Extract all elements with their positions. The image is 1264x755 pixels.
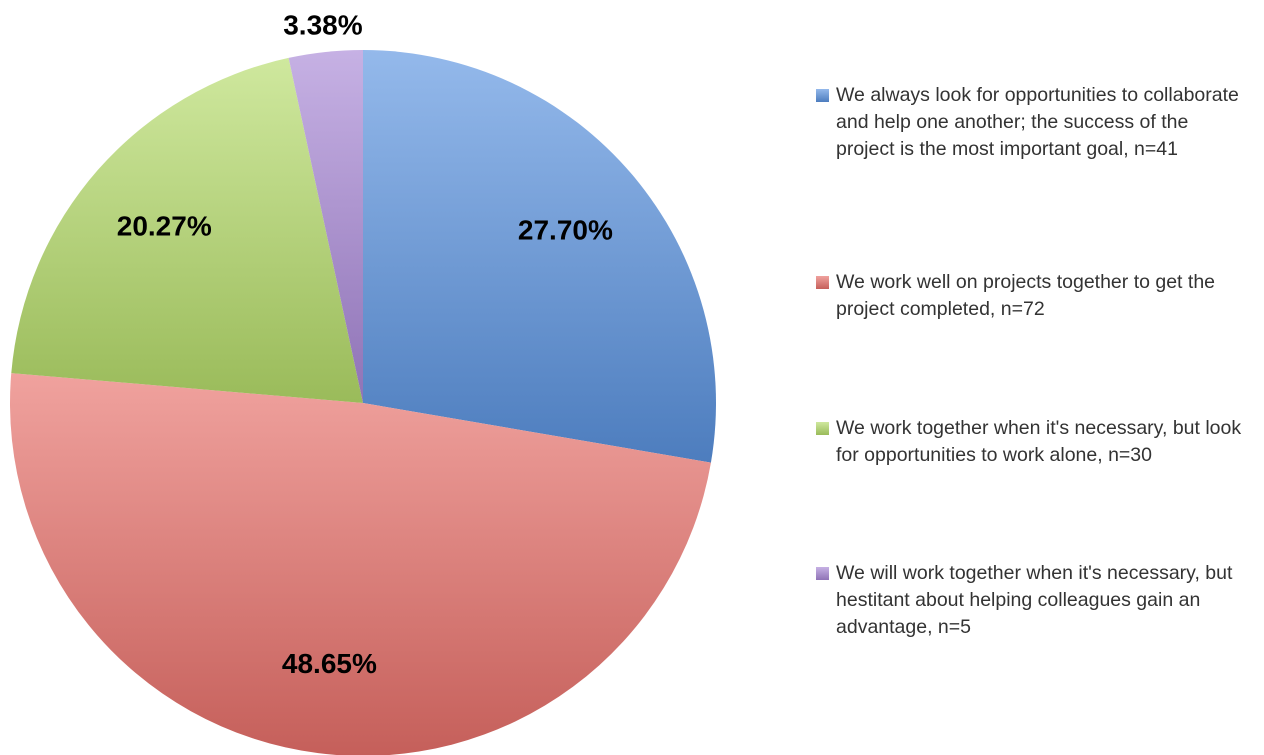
legend-label: We work together when it's necessary, bu… [836,417,1242,466]
legend-swatch [816,567,829,580]
legend-swatch [816,276,829,289]
data-label: 48.65% [282,648,377,679]
pie-slice [10,373,711,755]
legend-item: We always look for opportunities to coll… [816,82,1246,163]
legend-label: We will work together when it's necessar… [836,562,1233,638]
legend-item: We work well on projects together to get… [816,269,1246,323]
data-label: 20.27% [117,210,212,241]
legend-label: We always look for opportunities to coll… [836,84,1239,160]
pie-slice [288,50,363,403]
pie-slice [363,50,716,463]
data-label: 27.70% [518,215,613,246]
pie-chart: 27.70% 48.65% 20.27% 3.38% [10,10,716,755]
legend-swatch [816,89,829,102]
data-label: 3.38% [283,10,362,41]
legend-item: We work together when it's necessary, bu… [816,415,1246,469]
pie-slice [11,57,364,404]
legend-swatch [816,422,829,435]
legend-label: We work well on projects together to get… [836,271,1216,320]
legend-item: We will work together when it's necessar… [816,560,1246,641]
